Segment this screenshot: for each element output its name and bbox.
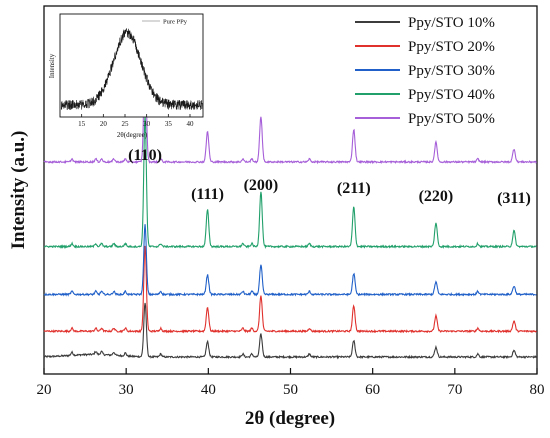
inset-y-label: Intensity: [48, 53, 56, 78]
series-line-2: [43, 245, 537, 334]
peak-labels: (110) (111) (200) (211) (220) (311): [128, 147, 531, 207]
inset-legend-label: Pure PPy: [163, 19, 188, 26]
series-line-4: [43, 115, 537, 249]
inset-line: [61, 28, 203, 111]
legend-label: Ppy/STO 10%: [408, 15, 495, 31]
x-tick-label: 50: [283, 382, 298, 398]
x-tick-label: 30: [119, 382, 134, 398]
legend-label: Ppy/STO 40%: [408, 87, 495, 103]
x-axis-label: 2θ (degree): [245, 408, 335, 429]
peak-label: (110): [128, 147, 162, 164]
inset-x-ticks: 15 20 25 30 35 40: [78, 114, 194, 128]
peak-label: (220): [419, 188, 454, 205]
series-line-1: [43, 302, 537, 360]
inset-tick-label: 20: [100, 120, 108, 128]
inset-chart: 15 20 25 30 35 40 Pure PPy 2θ(degree) Intensi…: [48, 13, 204, 139]
peak-label: (211): [337, 180, 371, 197]
inset-frame: [59, 13, 204, 118]
legend-label: Ppy/STO 30%: [408, 63, 495, 79]
series-layer: [43, 53, 537, 360]
inset-tick-label: 30: [143, 120, 151, 128]
inset-curve: [61, 28, 203, 111]
x-tick-label: 40: [201, 382, 216, 398]
series-line-5: [43, 53, 537, 165]
inset-tick-label: 15: [78, 120, 86, 128]
x-tick-label: 80: [530, 382, 545, 398]
x-tick-label: 20: [37, 382, 52, 398]
inset-tick-label: 25: [122, 120, 130, 128]
legend-label: Ppy/STO 50%: [408, 111, 495, 127]
legend: Ppy/STO 10% Ppy/STO 20% Ppy/STO 30% Ppy/STO…: [355, 15, 495, 127]
x-tick-label: 70: [447, 382, 462, 398]
inset-tick-label: 40: [187, 120, 195, 128]
y-axis-label: Intensity (a.u.): [8, 131, 29, 250]
peak-label: (111): [191, 186, 224, 203]
x-tick-label: 60: [365, 382, 380, 398]
peak-label: (311): [497, 190, 531, 207]
inset-tick-label: 35: [165, 120, 173, 128]
inset-x-label: 2θ(degree): [117, 131, 148, 139]
x-axis-ticks: 20 30 40 50 60 70 80: [37, 368, 545, 398]
series-line-3: [43, 224, 537, 297]
legend-label: Ppy/STO 20%: [408, 39, 495, 55]
peak-label: (200): [244, 177, 279, 194]
